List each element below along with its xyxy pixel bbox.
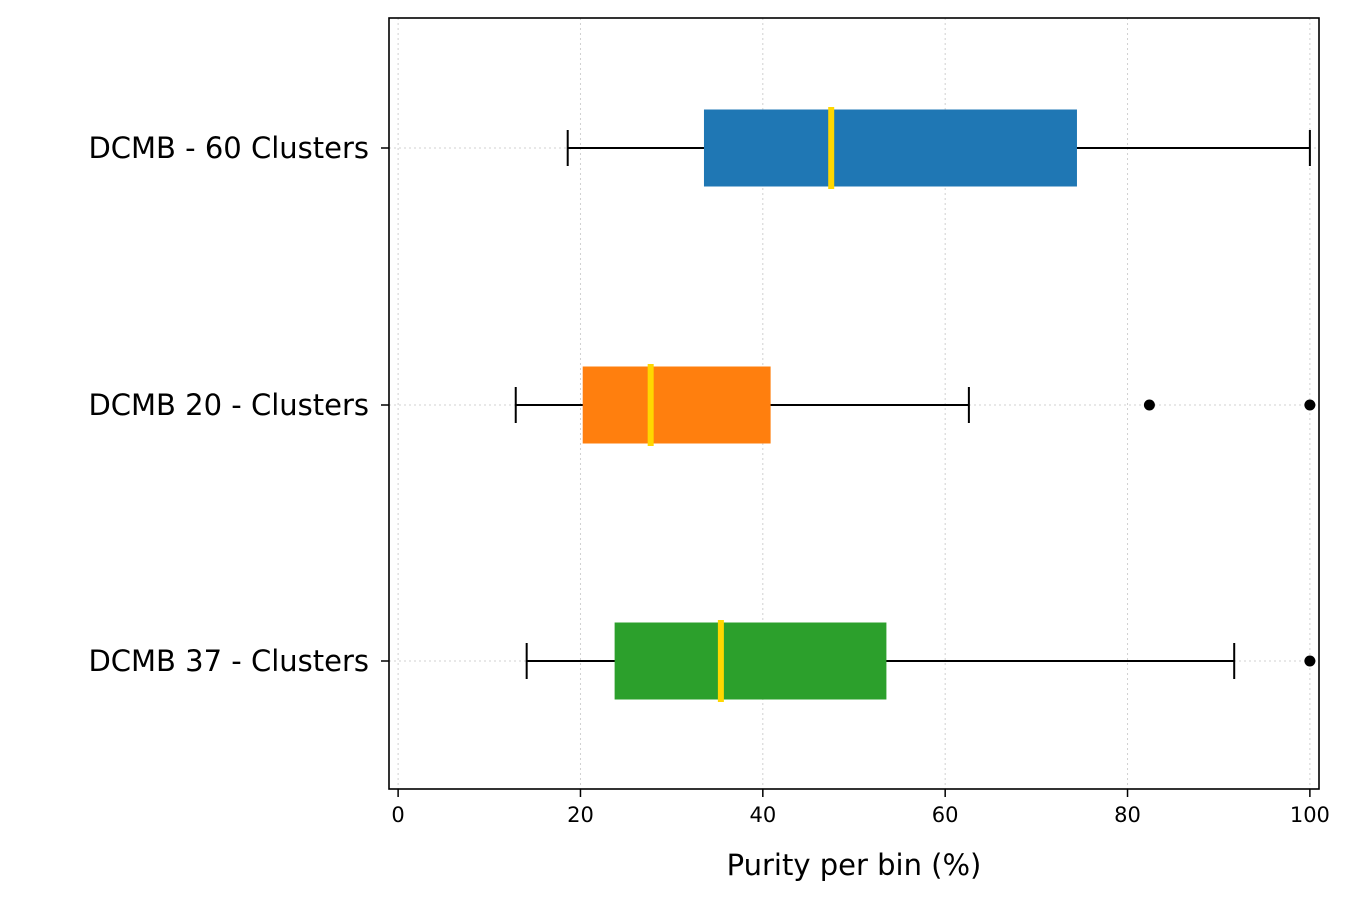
outlier-point xyxy=(1143,399,1155,411)
box xyxy=(614,622,887,700)
box-group xyxy=(566,107,1311,189)
x-axis-title: Purity per bin (%) xyxy=(727,848,982,882)
x-tick-label: 60 xyxy=(932,803,959,827)
y-axis: DCMB - 60 Clusters DCMB 20 - Clusters DCMB… xyxy=(88,131,389,678)
y-tick-label: DCMB 37 - Clusters xyxy=(88,644,369,678)
box xyxy=(582,366,771,444)
box-plots xyxy=(514,107,1316,702)
x-tick-label: 100 xyxy=(1290,803,1330,827)
x-tick-label: 40 xyxy=(749,803,776,827)
x-tick-label: 20 xyxy=(567,803,594,827)
box-group xyxy=(514,364,1316,446)
x-tick-label: 80 xyxy=(1114,803,1141,827)
x-tick-label: 0 xyxy=(391,803,404,827)
y-tick-label: DCMB - 60 Clusters xyxy=(88,131,369,165)
x-axis: 0 20 40 60 80 100 xyxy=(391,789,1330,827)
outlier-point xyxy=(1304,655,1316,667)
plot-frame xyxy=(388,17,1320,790)
box xyxy=(703,109,1077,187)
y-tick-label: DCMB 20 - Clusters xyxy=(88,388,369,422)
outlier-point xyxy=(1304,399,1316,411)
box-group xyxy=(525,620,1316,702)
